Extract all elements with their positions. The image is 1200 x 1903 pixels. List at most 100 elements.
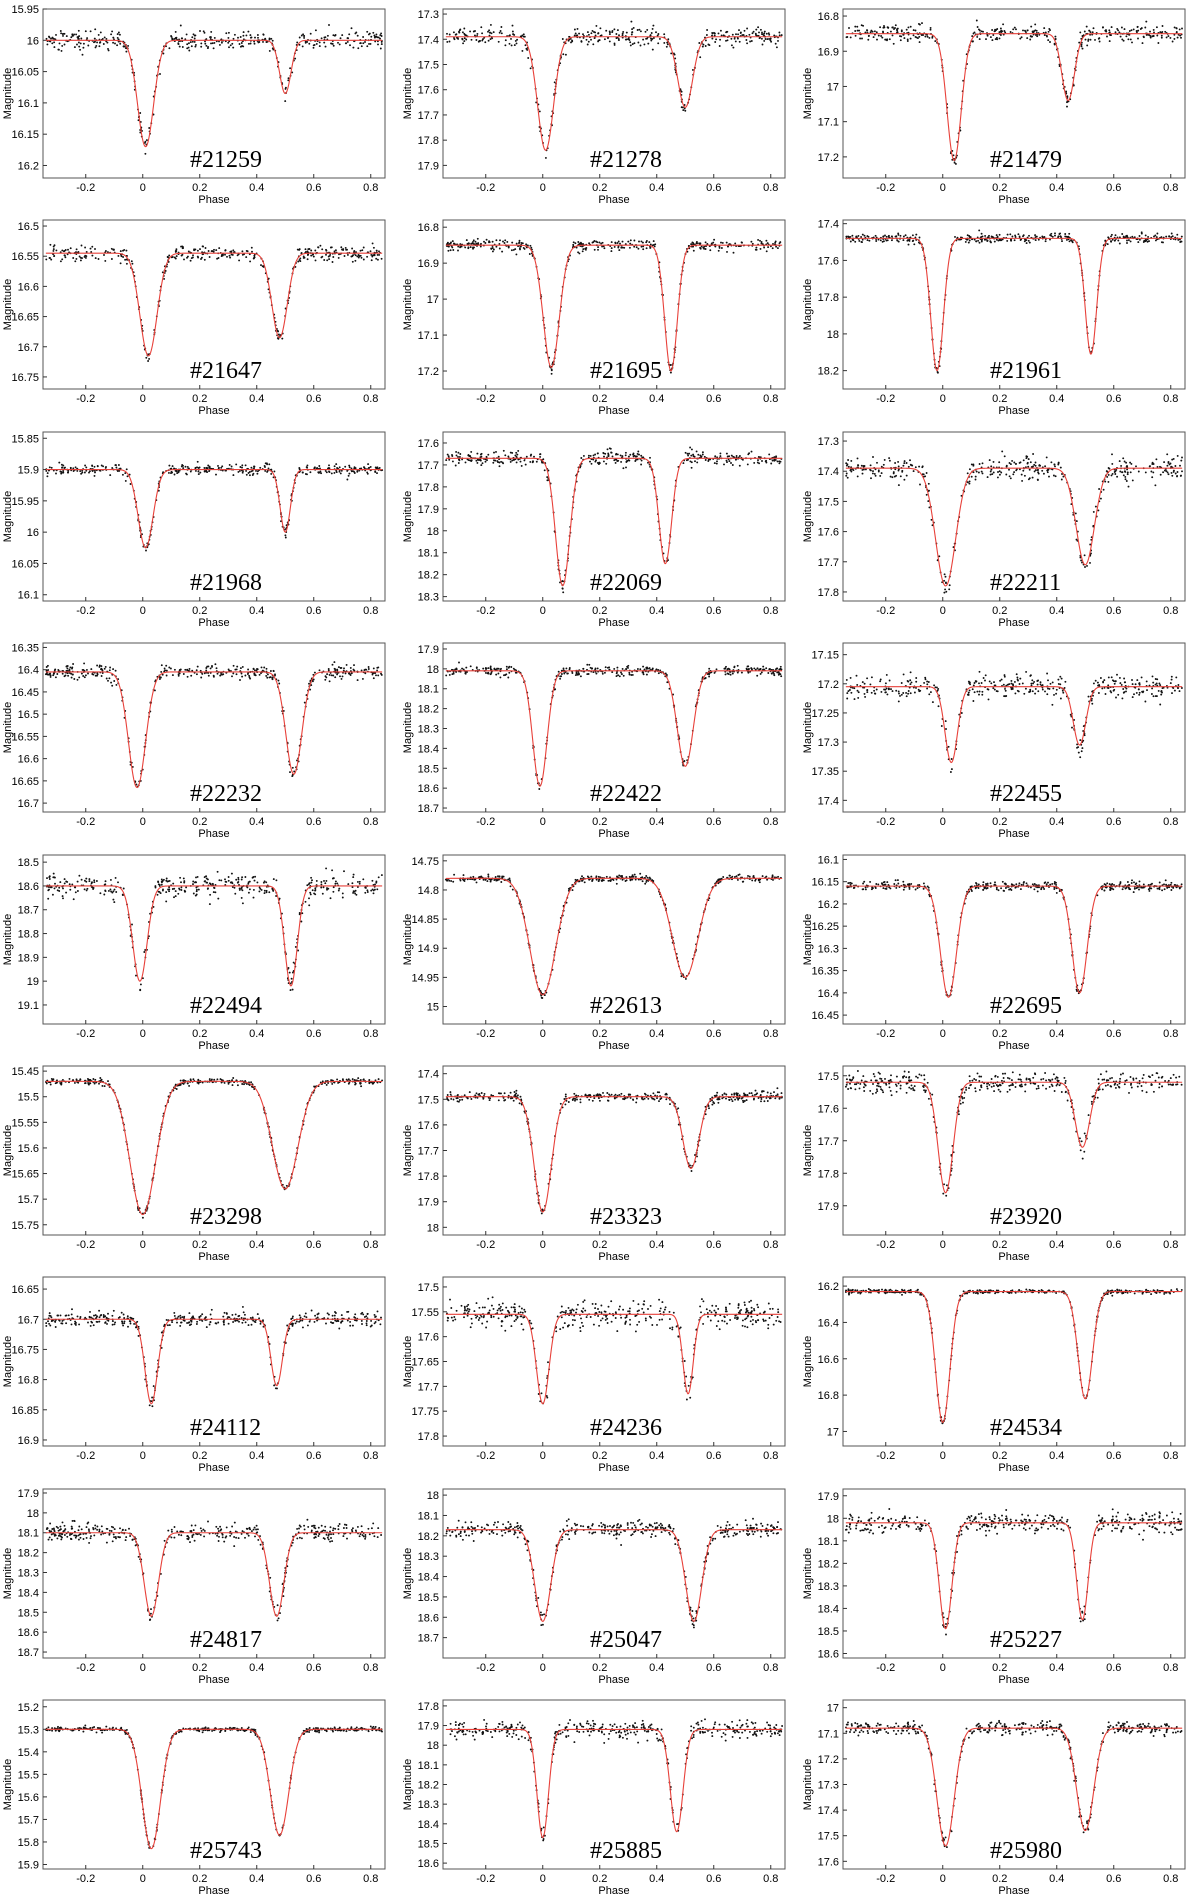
data-point bbox=[1000, 29, 1003, 32]
data-point bbox=[358, 469, 361, 472]
data-point bbox=[51, 42, 54, 45]
data-point bbox=[1144, 26, 1147, 29]
data-point bbox=[592, 43, 595, 46]
data-point bbox=[469, 665, 472, 668]
data-point bbox=[206, 470, 209, 473]
data-point bbox=[618, 34, 620, 37]
data-point bbox=[79, 469, 82, 472]
data-point bbox=[713, 34, 716, 37]
data-point bbox=[93, 37, 96, 40]
x-tick-label: 0 bbox=[940, 816, 946, 828]
data-point bbox=[1175, 27, 1178, 30]
data-point bbox=[704, 248, 707, 251]
data-point bbox=[559, 675, 562, 678]
data-point bbox=[769, 39, 772, 42]
data-point bbox=[153, 689, 156, 692]
data-point bbox=[1054, 465, 1056, 468]
data-point bbox=[459, 452, 462, 455]
data-point bbox=[307, 248, 310, 251]
data-point bbox=[907, 244, 910, 246]
data-point bbox=[757, 26, 760, 29]
data-point bbox=[504, 44, 507, 47]
data-point bbox=[978, 38, 981, 41]
data-point bbox=[974, 475, 977, 478]
data-point bbox=[191, 40, 194, 43]
data-point bbox=[260, 666, 263, 669]
data-point bbox=[72, 469, 75, 472]
data-point bbox=[241, 250, 244, 253]
y-tick-label: 16.45 bbox=[11, 687, 39, 699]
data-point bbox=[627, 38, 630, 41]
data-point bbox=[96, 672, 99, 675]
data-point bbox=[229, 257, 232, 259]
data-point bbox=[1176, 470, 1179, 473]
data-point bbox=[748, 452, 751, 454]
data-point bbox=[378, 254, 381, 257]
data-point bbox=[648, 667, 651, 670]
data-point bbox=[112, 668, 115, 671]
data-point bbox=[359, 250, 362, 253]
data-point bbox=[1009, 477, 1012, 480]
data-point bbox=[703, 455, 706, 458]
data-point bbox=[915, 234, 918, 236]
data-point bbox=[760, 37, 763, 40]
x-tick-label: -0.2 bbox=[876, 393, 895, 405]
data-point bbox=[880, 35, 883, 37]
data-point bbox=[918, 465, 921, 468]
data-point bbox=[482, 38, 484, 41]
data-point bbox=[199, 248, 201, 251]
data-point bbox=[593, 249, 596, 252]
data-point bbox=[56, 673, 59, 676]
light-curve-panel: -0.2 0 0.2 0.4 0.6 0.815.951616.0516.116.1516… bbox=[2, 4, 386, 206]
data-point bbox=[617, 674, 620, 677]
data-point bbox=[512, 667, 515, 670]
data-point bbox=[746, 42, 749, 45]
data-point bbox=[984, 235, 987, 238]
data-point bbox=[999, 27, 1002, 30]
data-point bbox=[709, 249, 712, 252]
data-point bbox=[60, 463, 63, 466]
data-point bbox=[703, 677, 706, 680]
data-point bbox=[226, 256, 228, 259]
data-point bbox=[284, 100, 287, 103]
data-point bbox=[178, 45, 181, 48]
data-point bbox=[997, 239, 1000, 242]
data-point bbox=[301, 45, 304, 48]
y-tick-label: 18 bbox=[427, 526, 439, 538]
data-point bbox=[774, 240, 777, 243]
data-point bbox=[900, 30, 903, 33]
data-point bbox=[587, 454, 590, 457]
data-point bbox=[167, 471, 170, 474]
data-point bbox=[692, 242, 695, 245]
data-point bbox=[998, 470, 1001, 472]
data-point bbox=[68, 668, 71, 671]
data-point bbox=[124, 479, 127, 482]
data-point bbox=[921, 22, 923, 25]
data-point bbox=[262, 40, 264, 43]
y-tick-label: 17.7 bbox=[418, 460, 439, 472]
data-point bbox=[328, 258, 331, 261]
x-tick-label: 0 bbox=[940, 393, 946, 405]
x-tick-label: 0.8 bbox=[1163, 393, 1178, 405]
data-point bbox=[521, 242, 524, 245]
data-point bbox=[213, 41, 216, 44]
data-point bbox=[719, 454, 722, 457]
data-point bbox=[644, 30, 647, 33]
data-point bbox=[777, 674, 780, 676]
data-point bbox=[1008, 461, 1011, 464]
data-point bbox=[186, 465, 189, 468]
data-point bbox=[349, 674, 352, 677]
data-point bbox=[621, 454, 624, 457]
data-point bbox=[186, 668, 189, 671]
data-point bbox=[263, 666, 266, 669]
data-point bbox=[624, 38, 627, 41]
data-point bbox=[983, 239, 986, 242]
data-point bbox=[346, 478, 349, 481]
data-point bbox=[1044, 465, 1047, 467]
data-point bbox=[298, 249, 301, 252]
data-point bbox=[617, 245, 620, 248]
data-point bbox=[750, 40, 753, 42]
data-point bbox=[1129, 38, 1132, 41]
data-point bbox=[761, 31, 763, 34]
data-point bbox=[1132, 28, 1135, 31]
